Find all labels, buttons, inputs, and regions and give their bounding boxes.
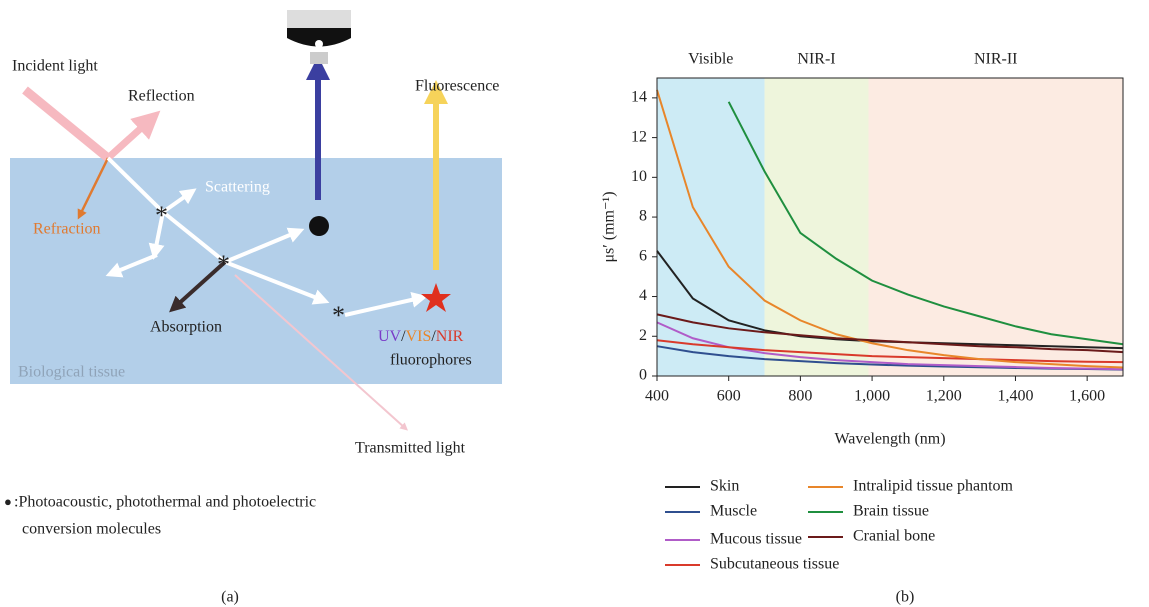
x-tick-label: 1,000 — [854, 388, 890, 405]
label: Transmitted light — [355, 440, 466, 457]
y-tick-label: 10 — [631, 168, 647, 185]
incident-arrow — [25, 90, 108, 158]
label: fluorophores — [390, 352, 472, 369]
panel-label: (b) — [896, 589, 915, 606]
label: Incident light — [12, 58, 98, 75]
legend-label: Subcutaneous tissue — [710, 556, 839, 573]
reflection-arrow — [108, 120, 150, 158]
legend-label: Muscle — [710, 503, 757, 520]
svg-text:*: * — [332, 301, 345, 330]
note: conversion molecules — [22, 521, 161, 538]
legend-label: Skin — [710, 478, 739, 495]
panel-label: (a) — [221, 589, 239, 606]
label: VIS — [406, 328, 432, 345]
svg-text:*: * — [217, 250, 230, 279]
label: Reflection — [128, 88, 195, 105]
chart: Visible NIR-I NIR-II 0 2 4 6 8 10 12 14 400 600 800 1,… — [601, 51, 1123, 606]
legend-label: Mucous tissue — [710, 531, 802, 548]
figure: * * * Incident light Reflection Scattering… — [0, 0, 1149, 607]
label: Fluorescence — [415, 78, 499, 95]
y-tick-label: 4 — [639, 287, 647, 304]
label: Biological tissue — [18, 364, 125, 381]
fluorophore-types: UV/VIS/NIR — [378, 328, 464, 345]
region — [868, 78, 1123, 376]
molecule — [309, 216, 329, 236]
y-tick-label: 0 — [639, 367, 647, 384]
legend-label: Cranial bone — [853, 528, 935, 545]
region — [765, 78, 869, 376]
x-axis-label: Wavelength (nm) — [834, 431, 945, 448]
x-tick-label: 1,200 — [926, 388, 962, 405]
legend-label: Brain tissue — [853, 503, 929, 520]
diagram: * * * Incident light Reflection Scattering… — [4, 10, 502, 606]
legend-label: Intralipid tissue phantom — [853, 478, 1014, 495]
region-label: NIR-II — [974, 51, 1018, 68]
x-tick-label: 800 — [788, 388, 812, 405]
label: Scattering — [205, 179, 270, 196]
label: Refraction — [33, 221, 101, 238]
detector — [287, 10, 351, 64]
x-tick-label: 1,600 — [1069, 388, 1105, 405]
label: NIR — [436, 328, 464, 345]
note-symbol: ● — [4, 494, 12, 509]
y-tick-label: 6 — [639, 247, 647, 264]
x-tick-label: 400 — [645, 388, 669, 405]
y-tick-label: 14 — [631, 89, 647, 106]
region-label: NIR-I — [797, 51, 835, 68]
x-tick-label: 1,400 — [997, 388, 1033, 405]
region-label: Visible — [688, 51, 733, 68]
x-tick-label: 600 — [717, 388, 741, 405]
label: Absorption — [150, 319, 222, 336]
label: UV — [378, 328, 402, 345]
y-tick-label: 12 — [631, 128, 647, 145]
y-tick-label: 8 — [639, 208, 647, 225]
note: :Photoacoustic, photothermal and photoel… — [14, 494, 316, 511]
y-tick-label: 2 — [639, 327, 647, 344]
svg-text:*: * — [155, 201, 168, 230]
y-axis-label: μs′ (mm⁻¹) — [601, 191, 618, 262]
